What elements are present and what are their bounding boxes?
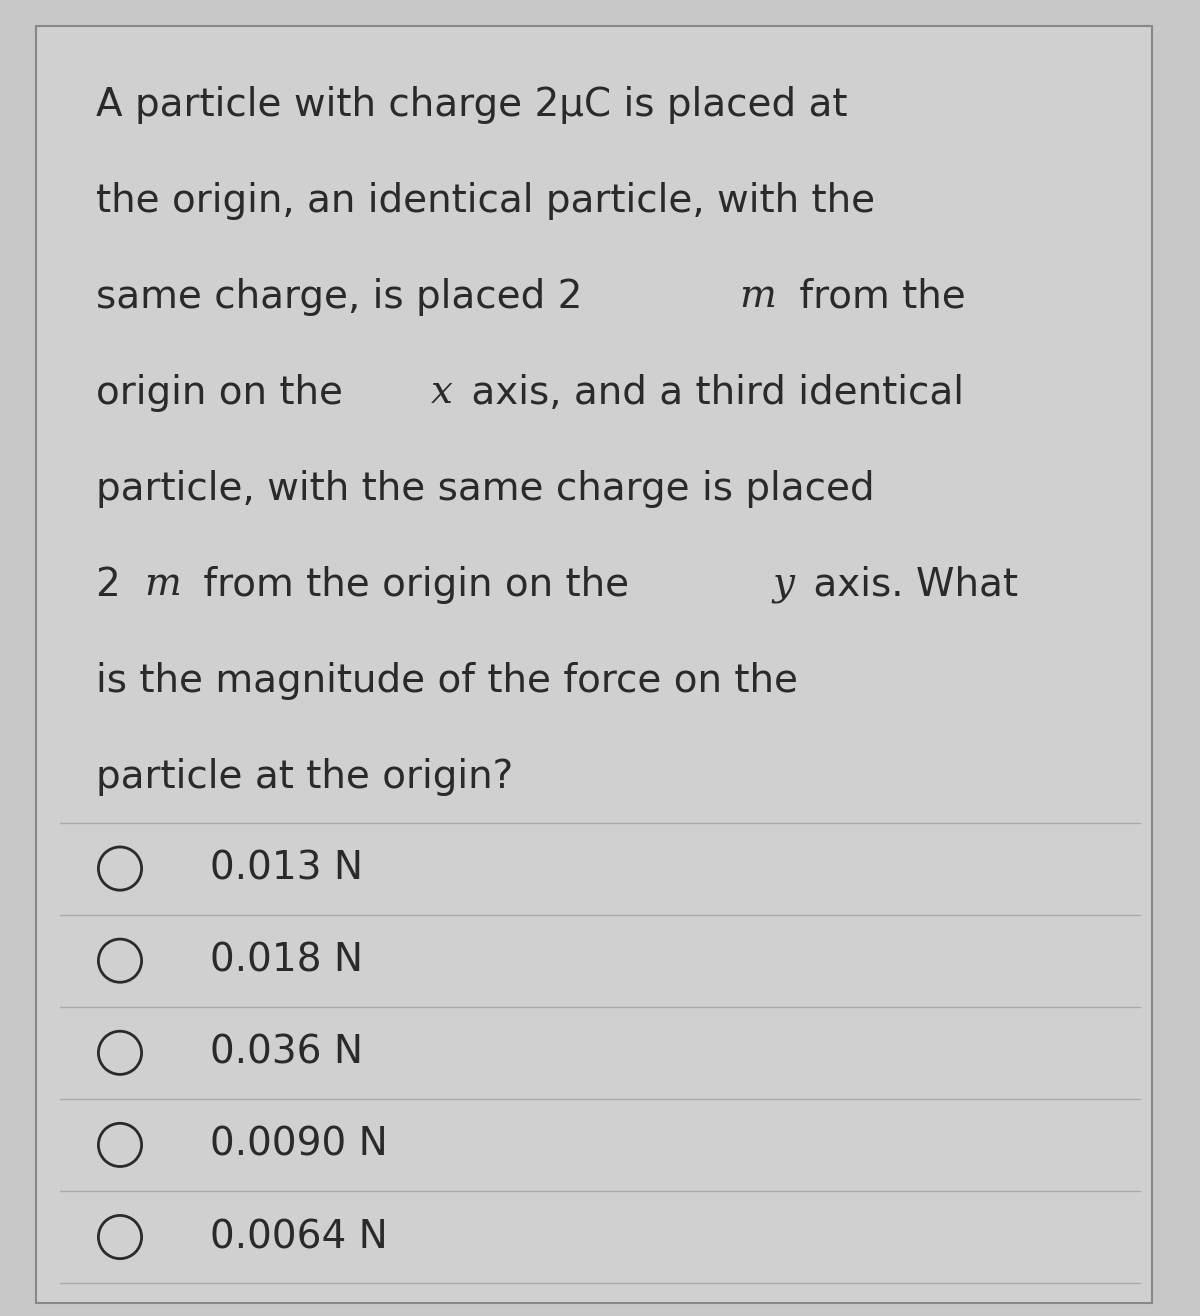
Text: 0.0064 N: 0.0064 N — [210, 1219, 388, 1255]
Text: from the origin on the: from the origin on the — [192, 566, 642, 604]
Text: 0.0090 N: 0.0090 N — [210, 1126, 388, 1163]
Text: axis. What: axis. What — [802, 566, 1018, 604]
Text: same charge, is placed 2: same charge, is placed 2 — [96, 278, 595, 316]
Text: m: m — [144, 566, 181, 603]
Text: 2: 2 — [96, 566, 133, 604]
Text: A particle with charge 2μC is placed at: A particle with charge 2μC is placed at — [96, 86, 847, 124]
Text: x: x — [431, 374, 452, 411]
Text: 0.013 N: 0.013 N — [210, 850, 364, 887]
FancyBboxPatch shape — [36, 26, 1152, 1303]
Text: particle, with the same charge is placed: particle, with the same charge is placed — [96, 470, 875, 508]
Text: the origin, an identical particle, with the: the origin, an identical particle, with … — [96, 182, 875, 220]
Text: 0.036 N: 0.036 N — [210, 1034, 364, 1071]
Text: origin on the: origin on the — [96, 374, 355, 412]
Text: axis, and a third identical: axis, and a third identical — [458, 374, 964, 412]
Text: particle at the origin?: particle at the origin? — [96, 758, 514, 796]
Text: is the magnitude of the force on the: is the magnitude of the force on the — [96, 662, 798, 700]
Text: 0.018 N: 0.018 N — [210, 942, 364, 979]
Text: from the: from the — [787, 278, 966, 316]
Text: y: y — [773, 566, 794, 603]
Text: m: m — [739, 278, 776, 315]
